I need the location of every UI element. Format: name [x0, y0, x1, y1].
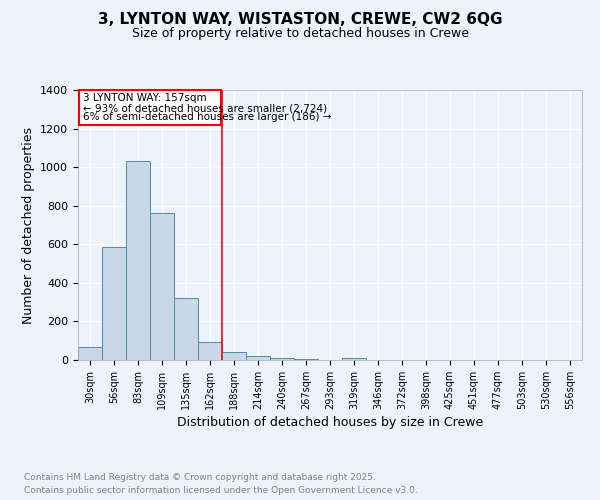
Bar: [198, 342, 222, 360]
Bar: [342, 358, 366, 360]
Text: 6% of semi-detached houses are larger (186) →: 6% of semi-detached houses are larger (1…: [83, 112, 331, 122]
Bar: [222, 352, 246, 360]
Text: Size of property relative to detached houses in Crewe: Size of property relative to detached ho…: [131, 28, 469, 40]
X-axis label: Distribution of detached houses by size in Crewe: Distribution of detached houses by size …: [177, 416, 483, 429]
Bar: [78, 348, 102, 360]
Bar: [126, 162, 150, 360]
Bar: [150, 214, 174, 360]
Bar: [79, 90, 221, 124]
Bar: [294, 359, 318, 360]
Text: Contains HM Land Registry data © Crown copyright and database right 2025.: Contains HM Land Registry data © Crown c…: [24, 474, 376, 482]
Bar: [270, 358, 294, 360]
Text: ← 93% of detached houses are smaller (2,724): ← 93% of detached houses are smaller (2,…: [83, 103, 327, 113]
Text: Contains public sector information licensed under the Open Government Licence v3: Contains public sector information licen…: [24, 486, 418, 495]
Text: 3 LYNTON WAY: 157sqm: 3 LYNTON WAY: 157sqm: [83, 94, 206, 104]
Bar: [246, 356, 270, 360]
Bar: [102, 247, 126, 360]
Text: 3, LYNTON WAY, WISTASTON, CREWE, CW2 6QG: 3, LYNTON WAY, WISTASTON, CREWE, CW2 6QG: [98, 12, 502, 28]
Y-axis label: Number of detached properties: Number of detached properties: [22, 126, 35, 324]
Bar: [174, 298, 198, 360]
